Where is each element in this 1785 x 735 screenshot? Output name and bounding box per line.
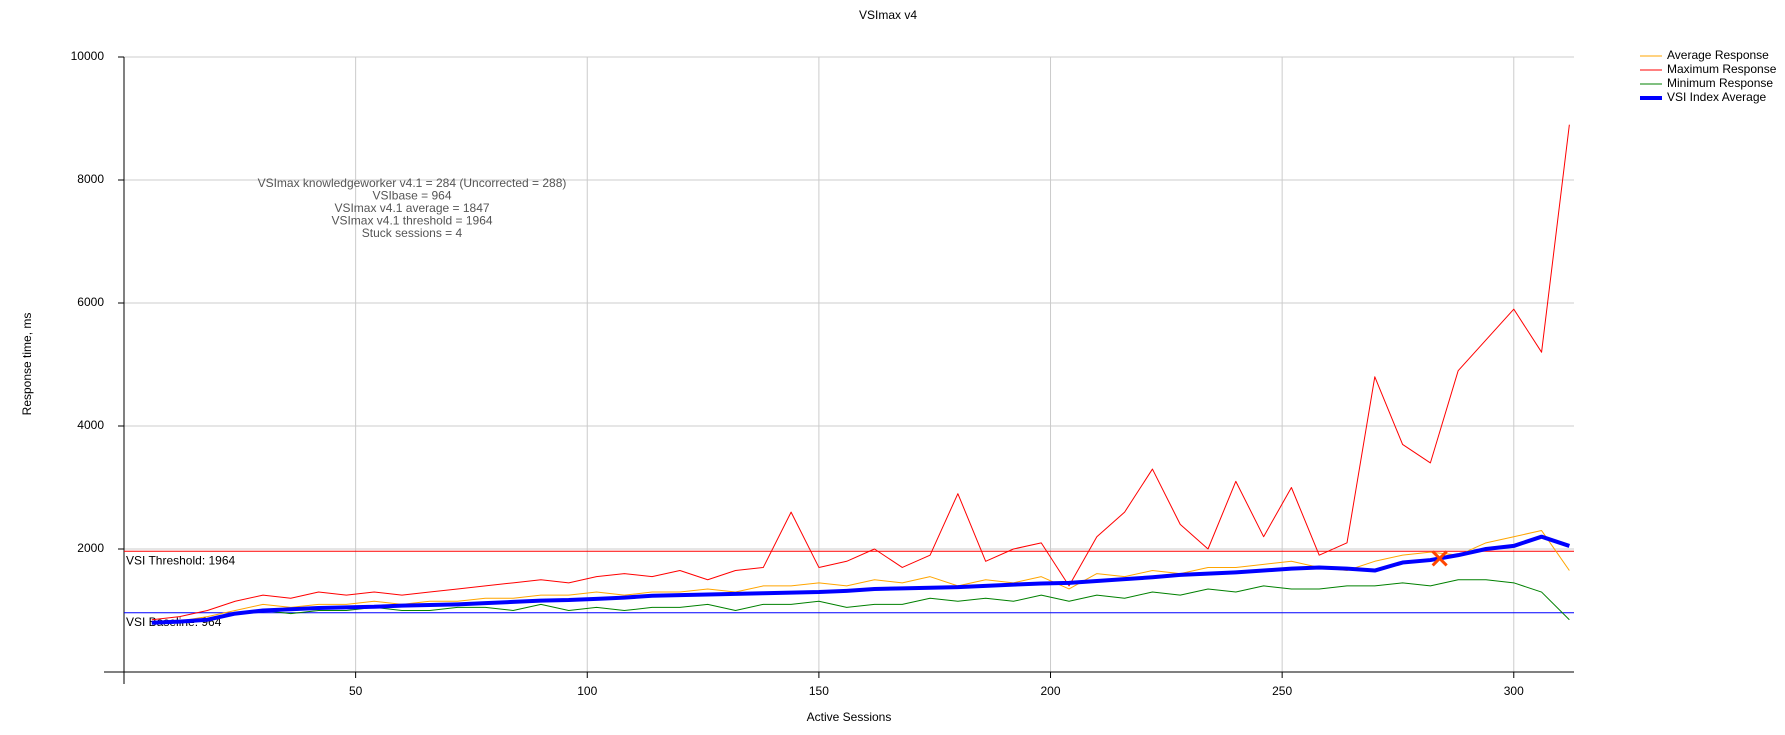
y-tick-label: 8000 bbox=[77, 172, 104, 186]
annotation: VSImax knowledgeworker v4.1 = 284 (Uncor… bbox=[258, 176, 567, 190]
y-axis-title: Response time, ms bbox=[20, 313, 34, 416]
legend-label: Average Response bbox=[1667, 48, 1769, 62]
vsimax-marker bbox=[1431, 550, 1448, 567]
y-tick-label: 6000 bbox=[77, 295, 104, 309]
x-tick-label: 150 bbox=[809, 684, 829, 698]
annotation: VSImax v4.1 threshold = 1964 bbox=[331, 214, 492, 228]
x-tick-label: 250 bbox=[1272, 684, 1292, 698]
annotation: VSImax v4.1 average = 1847 bbox=[334, 201, 489, 215]
x-tick-label: 100 bbox=[577, 684, 597, 698]
y-tick-label: 10000 bbox=[71, 49, 105, 63]
x-tick-label: 200 bbox=[1041, 684, 1061, 698]
y-tick-label: 2000 bbox=[77, 541, 104, 555]
series-line bbox=[151, 124, 1570, 621]
series-line bbox=[151, 579, 1570, 624]
legend-label: VSI Index Average bbox=[1667, 90, 1767, 104]
x-tick-label: 300 bbox=[1504, 684, 1524, 698]
x-tick-label: 50 bbox=[349, 684, 363, 698]
annotation: VSIbase = 964 bbox=[372, 189, 451, 203]
series-line bbox=[151, 534, 1570, 625]
legend-label: Maximum Response bbox=[1667, 62, 1777, 76]
y-tick-label: 4000 bbox=[77, 418, 104, 432]
chart-title: VSImax v4 bbox=[859, 8, 917, 22]
legend-label: Minimum Response bbox=[1667, 76, 1773, 90]
x-axis-title: Active Sessions bbox=[807, 710, 892, 724]
annotation: Stuck sessions = 4 bbox=[362, 226, 463, 240]
threshold-line-label: VSI Threshold: 1964 bbox=[126, 553, 236, 567]
